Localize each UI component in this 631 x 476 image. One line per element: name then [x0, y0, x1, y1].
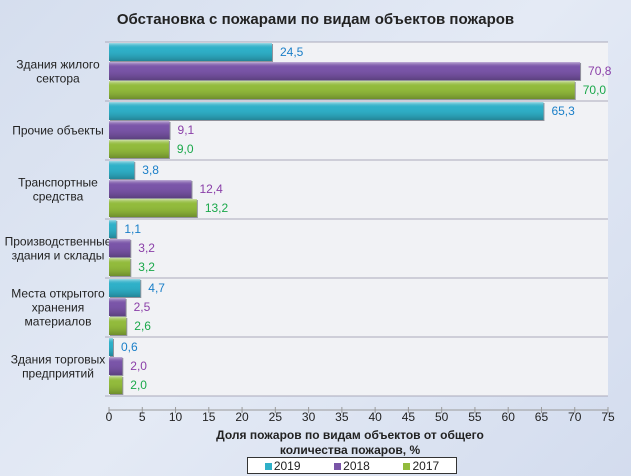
data-label: 1,1 — [124, 222, 141, 236]
bar-shine — [109, 317, 127, 335]
legend: 2019 2018 2017 — [247, 457, 457, 474]
bar-shine — [109, 199, 197, 217]
legend-swatch — [403, 462, 411, 470]
x-axis-label: Доля пожаров по видам объектов от общего… — [216, 428, 484, 457]
data-label: 2,6 — [134, 319, 151, 333]
bar-shine — [109, 258, 131, 276]
legend-swatch — [334, 462, 342, 470]
category-label: Производственные — [5, 235, 112, 249]
x-tick-label: 20 — [235, 410, 249, 424]
legend-item-2019: 2019 — [264, 458, 301, 473]
data-label: 2,5 — [134, 300, 151, 314]
data-label: 12,4 — [200, 182, 224, 196]
category-label: Здания торговых — [11, 353, 106, 367]
legend-label: 2018 — [343, 458, 370, 473]
x-tick-label: 30 — [302, 410, 316, 424]
bar-shine — [109, 140, 169, 158]
data-label: 3,8 — [142, 163, 159, 177]
bar-shine — [109, 239, 131, 257]
x-tick-label: 65 — [535, 410, 549, 424]
x-tick-label: 55 — [468, 410, 482, 424]
data-label: 0,6 — [121, 340, 138, 354]
bar-shine — [109, 279, 141, 297]
data-label: 24,5 — [280, 45, 304, 59]
bar-shine — [109, 298, 126, 316]
data-label: 70,8 — [588, 64, 612, 78]
x-tick-label: 25 — [269, 410, 283, 424]
category-label: хранения — [32, 301, 84, 315]
bar-shine — [109, 161, 135, 179]
data-label: 65,3 — [551, 104, 575, 118]
category-label: Прочие объекты — [12, 124, 104, 138]
category-label: Места открытого — [11, 287, 105, 301]
legend-item-2017: 2017 — [403, 459, 439, 473]
x-tick-label: 50 — [435, 410, 449, 424]
data-label: 9,0 — [177, 142, 194, 156]
x-tick-label: 0 — [106, 410, 113, 424]
x-tick-label: 5 — [139, 410, 146, 424]
bar-shine — [109, 43, 273, 61]
data-label: 4,7 — [148, 281, 165, 295]
data-label: 70,0 — [583, 83, 607, 97]
x-tick-label: 75 — [601, 410, 615, 424]
category-label: предприятий — [22, 367, 94, 381]
legend-label: 2019 — [273, 458, 301, 473]
bar-shine — [109, 81, 575, 99]
category-label: сектора — [36, 72, 80, 86]
legend-item-2018: 2018 — [334, 459, 370, 473]
bar-shine — [109, 180, 192, 198]
bar-shine — [109, 376, 123, 394]
data-label: 13,2 — [205, 201, 229, 215]
data-label: 9,1 — [178, 123, 195, 137]
category-label: Здания жилого — [16, 58, 100, 72]
x-tick-label: 10 — [169, 410, 183, 424]
x-tick-label: 40 — [368, 410, 382, 424]
category-label: материалов — [25, 315, 92, 329]
x-tick-label: 35 — [335, 410, 349, 424]
legend-label: 2017 — [412, 458, 440, 473]
chart-title: Обстановка с пожарами по видам объектов … — [116, 11, 515, 28]
bar-shine — [109, 220, 117, 238]
bar-shine — [109, 62, 581, 80]
x-tick-label: 15 — [202, 410, 216, 424]
bar-shine — [109, 357, 123, 375]
category-label: средства — [33, 190, 84, 204]
x-tick-label: 70 — [568, 410, 582, 424]
category-label: здания и склады — [12, 249, 105, 263]
data-label: 2,0 — [130, 378, 147, 392]
x-tick-label: 45 — [402, 410, 416, 424]
data-label: 3,2 — [138, 241, 155, 255]
x-tick-label: 60 — [502, 410, 516, 424]
category-label: Транспортные — [18, 176, 98, 190]
legend-swatch — [264, 462, 272, 470]
data-label: 2,0 — [130, 359, 147, 373]
bar-shine — [109, 121, 170, 139]
bar-shine — [109, 338, 113, 356]
data-label: 3,2 — [138, 260, 155, 274]
bar-shine — [109, 102, 544, 120]
